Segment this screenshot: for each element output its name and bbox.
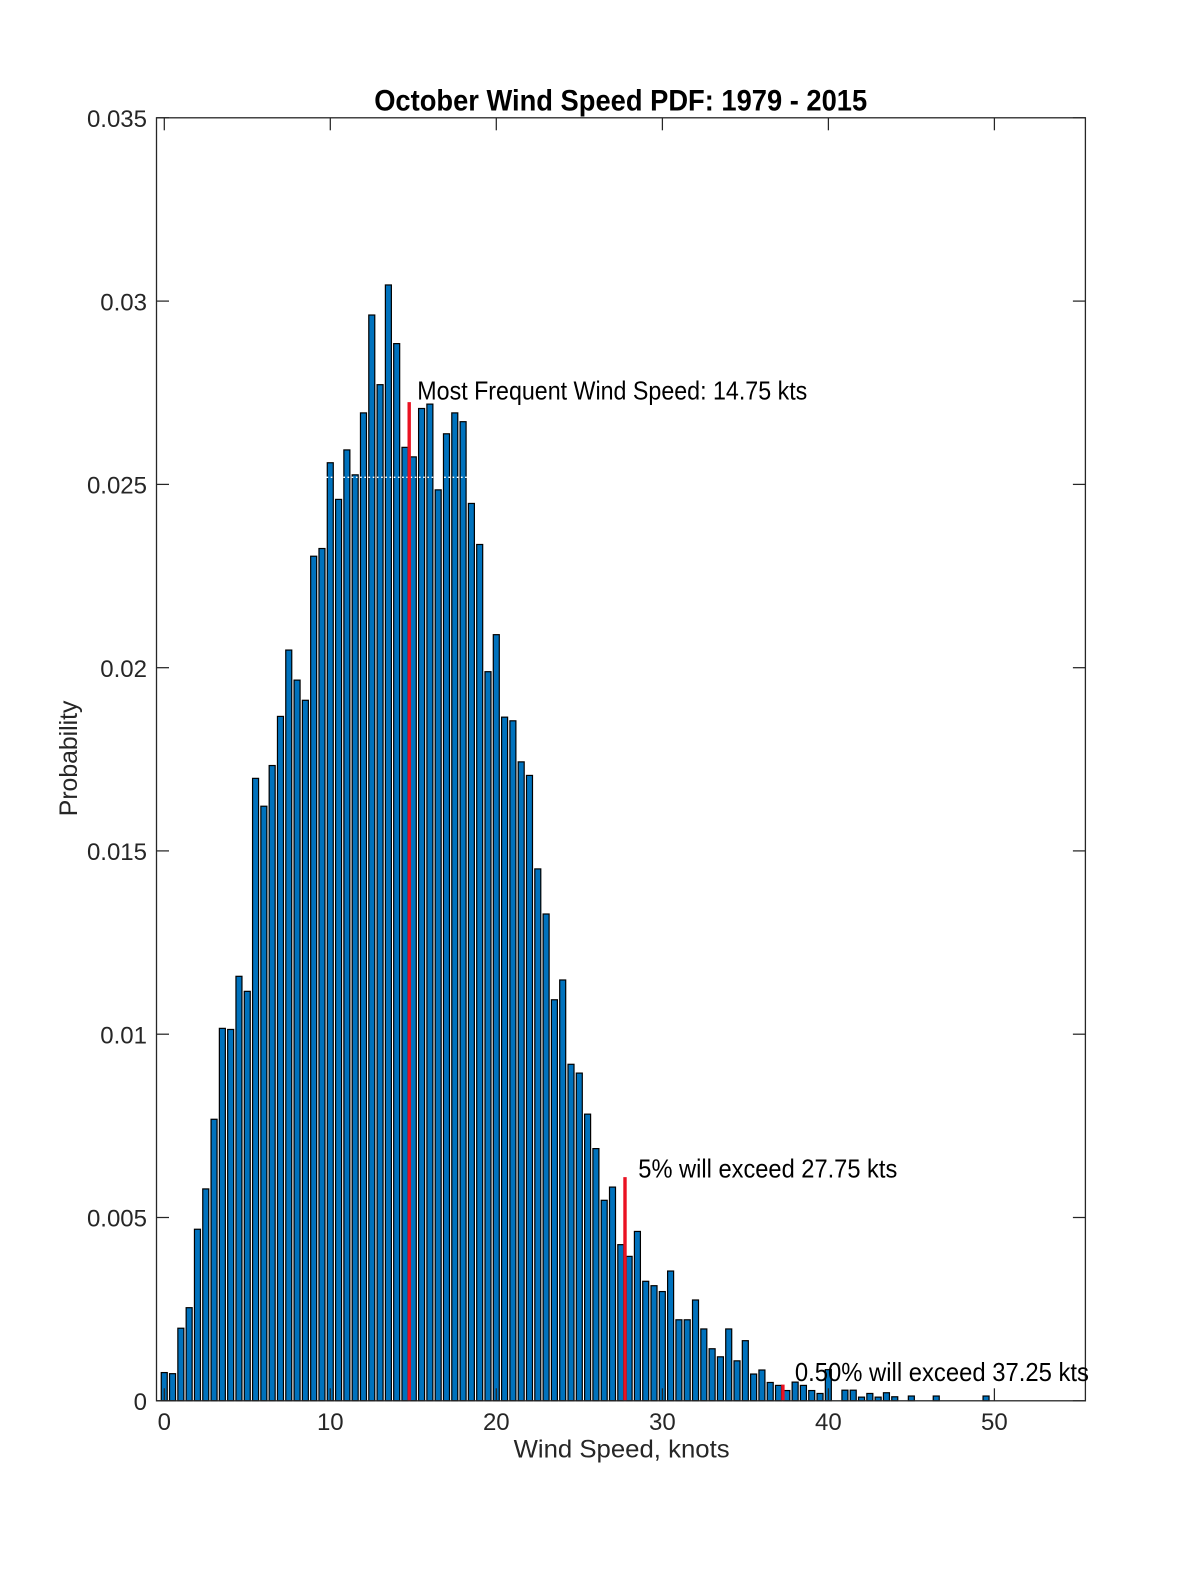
svg-text:0.02: 0.02 (100, 656, 147, 683)
svg-text:0.005: 0.005 (87, 1206, 147, 1233)
svg-text:20: 20 (483, 1409, 510, 1436)
svg-text:Most Frequent Wind Speed: 14.7: Most Frequent Wind Speed: 14.75 kts (417, 375, 807, 405)
svg-text:0.025: 0.025 (87, 473, 147, 500)
svg-text:Wind Speed, knots: Wind Speed, knots (514, 1436, 730, 1464)
svg-text:0.50% will exceed 37.25 kts: 0.50% will exceed 37.25 kts (795, 1357, 1089, 1387)
svg-text:Probability: Probability (55, 700, 83, 816)
svg-text:October Wind Speed PDF: 1979 -: October Wind Speed PDF: 1979 - 2015 (374, 85, 867, 118)
svg-text:0.015: 0.015 (87, 839, 147, 866)
svg-text:30: 30 (649, 1409, 676, 1436)
svg-text:0.03: 0.03 (100, 289, 147, 316)
svg-text:0: 0 (158, 1409, 171, 1436)
svg-text:0: 0 (134, 1389, 147, 1416)
svg-text:0.035: 0.035 (87, 106, 147, 133)
svg-text:10: 10 (317, 1409, 344, 1436)
svg-text:5% will exceed 27.75 kts: 5% will exceed 27.75 kts (638, 1154, 897, 1184)
svg-text:50: 50 (981, 1409, 1008, 1436)
svg-text:40: 40 (815, 1409, 842, 1436)
svg-text:0.01: 0.01 (100, 1022, 147, 1049)
